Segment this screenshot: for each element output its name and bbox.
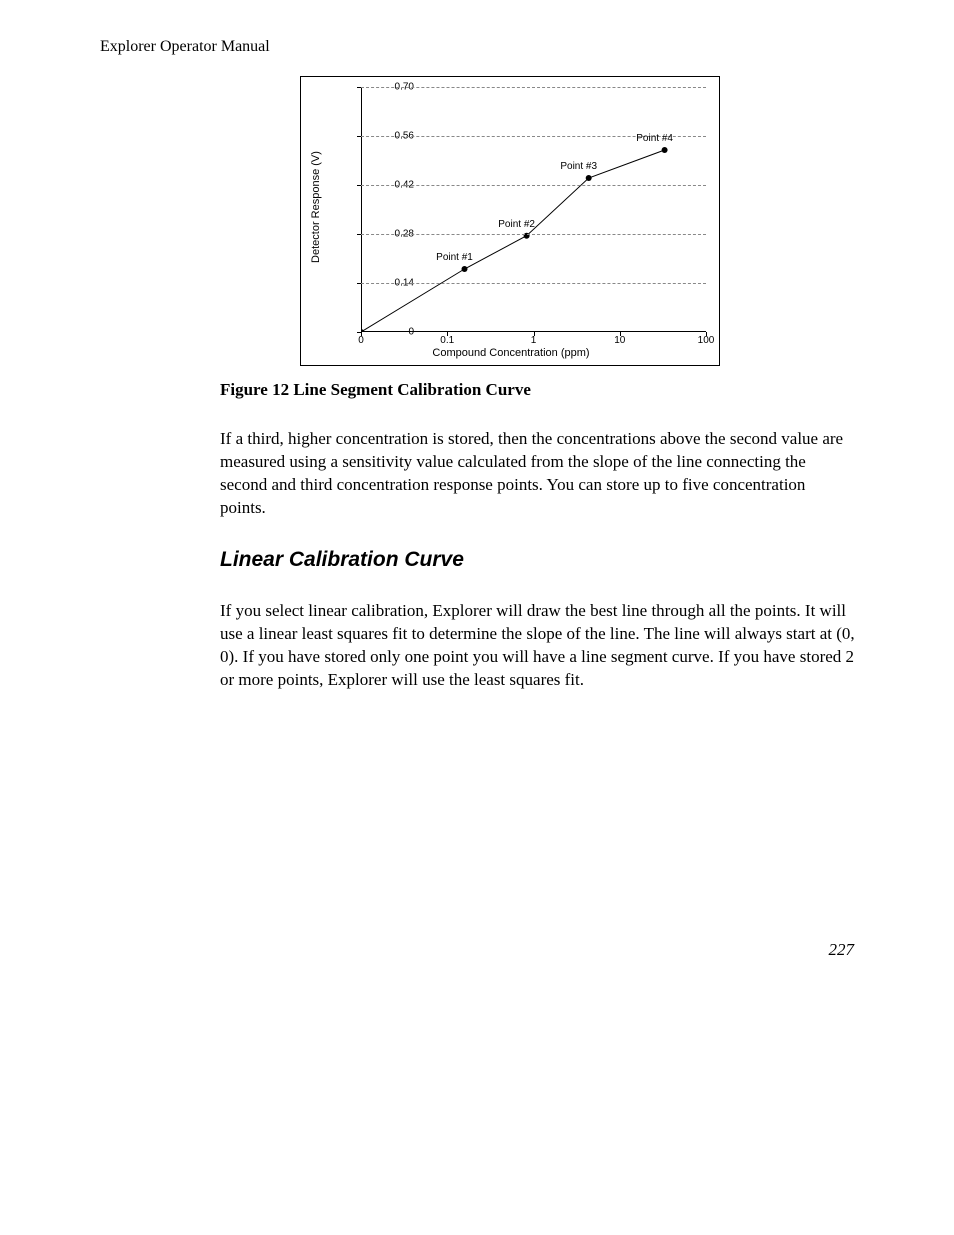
- y-axis-title: Detector Response (V): [310, 151, 322, 263]
- body-paragraph-2: If you select linear calibration, Explor…: [220, 600, 855, 692]
- series-line: [361, 150, 665, 332]
- gridline: [361, 234, 706, 235]
- plot-area: 00.140.280.420.560.7000.1110100Point #1P…: [361, 87, 706, 332]
- gridline: [361, 87, 706, 88]
- data-point-label: Point #3: [560, 161, 597, 172]
- data-point-marker: [586, 175, 592, 181]
- gridline: [361, 185, 706, 186]
- data-point-label: Point #4: [636, 133, 673, 144]
- data-point-marker: [662, 147, 668, 153]
- page-header: Explorer Operator Manual: [100, 38, 860, 56]
- x-axis-title: Compound Concentration (ppm): [301, 347, 721, 359]
- x-tick-mark: [361, 332, 362, 336]
- y-tick-label: 0: [366, 327, 414, 338]
- calibration-chart: Detector Response (V) Compound Concentra…: [300, 76, 720, 366]
- x-tick-mark: [534, 332, 535, 336]
- body-paragraph-1: If a third, higher concentration is stor…: [220, 428, 855, 520]
- x-tick-label: 1: [531, 335, 537, 346]
- x-tick-label: 100: [698, 335, 715, 346]
- chart-svg: [361, 87, 706, 332]
- gridline: [361, 283, 706, 284]
- section-heading: Linear Calibration Curve: [220, 548, 860, 572]
- x-tick-mark: [447, 332, 448, 336]
- data-point-label: Point #2: [498, 219, 535, 230]
- figure-container: Detector Response (V) Compound Concentra…: [300, 76, 860, 366]
- x-tick-mark: [706, 332, 707, 336]
- figure-caption: Figure 12 Line Segment Calibration Curve: [220, 380, 860, 400]
- x-tick-label: 10: [614, 335, 625, 346]
- page-number: 227: [829, 940, 855, 960]
- x-tick-label: 0.1: [440, 335, 454, 346]
- data-point-marker: [462, 266, 468, 272]
- data-point-label: Point #1: [436, 252, 473, 263]
- x-tick-mark: [620, 332, 621, 336]
- x-tick-label: 0: [358, 335, 364, 346]
